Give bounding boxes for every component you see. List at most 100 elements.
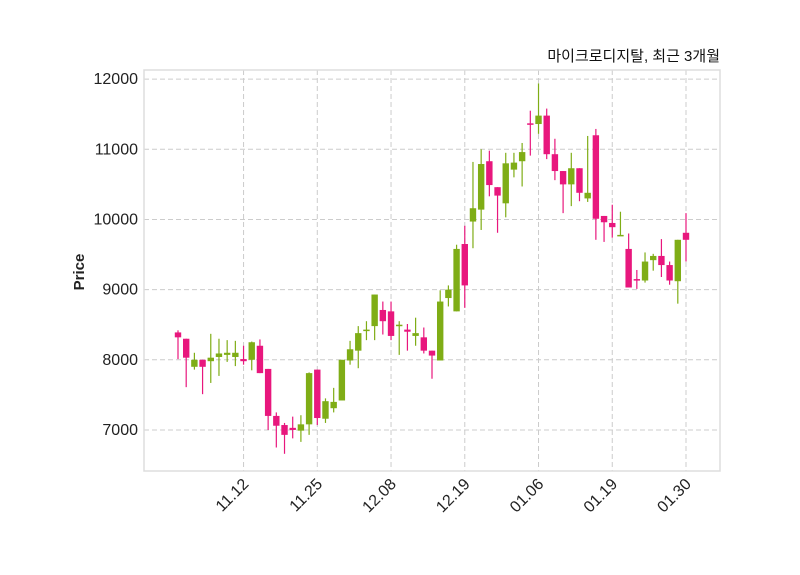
candle-down bbox=[314, 369, 321, 426]
candle-down bbox=[199, 359, 206, 395]
candle-body bbox=[363, 329, 370, 332]
candle-body bbox=[682, 232, 690, 240]
candle-down bbox=[559, 171, 567, 214]
candle-body bbox=[232, 352, 239, 357]
candle-up bbox=[338, 359, 346, 401]
grid bbox=[144, 70, 720, 471]
candle-body bbox=[191, 359, 198, 367]
candle-body bbox=[609, 222, 616, 228]
candle-body bbox=[584, 192, 591, 199]
candle-up bbox=[453, 244, 460, 312]
candle-body bbox=[322, 401, 329, 419]
candle-up bbox=[477, 149, 485, 230]
chart-title: 마이크로디지탈, 최근 3개월 bbox=[547, 48, 720, 65]
candle-body bbox=[576, 168, 583, 193]
candle-down bbox=[461, 225, 468, 308]
candle-body bbox=[199, 359, 206, 367]
candle-up bbox=[650, 253, 657, 271]
y-tick-label: 8000 bbox=[102, 352, 138, 369]
candle-up bbox=[436, 290, 444, 361]
y-tick-label: 7000 bbox=[102, 422, 138, 439]
candle-up bbox=[445, 285, 452, 307]
candle-body bbox=[592, 135, 600, 219]
candle-body bbox=[543, 115, 550, 155]
candle-body bbox=[207, 357, 214, 362]
candle-body bbox=[314, 369, 321, 419]
candle-up bbox=[518, 142, 526, 187]
x-tick-label: 01.30 bbox=[654, 476, 694, 516]
candle-up bbox=[223, 340, 231, 362]
x-tick-label: 11.12 bbox=[213, 476, 253, 516]
candle-up bbox=[674, 239, 682, 304]
candle-down bbox=[379, 301, 387, 335]
candle-down bbox=[404, 324, 411, 351]
candle-down bbox=[666, 261, 673, 285]
candle-body bbox=[248, 342, 255, 360]
x-tick-label: 01.19 bbox=[581, 476, 621, 516]
candles bbox=[174, 83, 690, 454]
candle-down bbox=[551, 138, 559, 181]
candle-down bbox=[182, 338, 190, 388]
candle-body bbox=[297, 424, 305, 431]
candle-body bbox=[305, 373, 313, 425]
candle-down bbox=[527, 110, 534, 156]
candle-down bbox=[633, 269, 641, 289]
x-tick-labels: 11.12 11.25 12.08 12.19 01.06 01.19 01.30 bbox=[213, 476, 695, 516]
candle-body bbox=[486, 161, 493, 186]
candle-up bbox=[305, 372, 313, 435]
candle-body bbox=[289, 427, 296, 430]
candle-body bbox=[453, 248, 460, 312]
x-tick-label: 12.19 bbox=[433, 476, 473, 516]
candle-down bbox=[658, 239, 665, 277]
candle-body bbox=[535, 115, 542, 125]
candle-down bbox=[682, 213, 690, 262]
candle-up bbox=[617, 211, 624, 237]
candle-body bbox=[346, 349, 354, 361]
candle-body bbox=[551, 154, 559, 172]
candle-body bbox=[355, 333, 362, 351]
candle-body bbox=[420, 337, 428, 351]
candle-down bbox=[289, 416, 296, 439]
candle-up bbox=[215, 338, 223, 376]
candle-up bbox=[346, 340, 354, 365]
candle-body bbox=[428, 350, 436, 356]
candle-body bbox=[281, 425, 288, 435]
candle-up bbox=[584, 135, 591, 202]
candle-up bbox=[207, 333, 214, 383]
candle-down bbox=[174, 330, 182, 360]
candle-up bbox=[568, 152, 575, 207]
candle-body bbox=[256, 345, 264, 374]
y-tick-label: 10000 bbox=[94, 211, 139, 228]
candle-body bbox=[461, 244, 468, 286]
candle-down bbox=[486, 150, 493, 197]
candle-up bbox=[232, 340, 239, 367]
candle-body bbox=[477, 164, 485, 210]
candle-body bbox=[494, 187, 501, 196]
candle-body bbox=[412, 333, 419, 336]
candle-body bbox=[666, 265, 673, 281]
candle-up bbox=[355, 326, 362, 369]
candle-up bbox=[322, 398, 329, 423]
candle-down bbox=[428, 350, 436, 379]
candle-body bbox=[568, 168, 575, 185]
candle-up bbox=[641, 252, 649, 283]
candle-up bbox=[248, 341, 255, 371]
y-tick-labels: 7000 8000 9000 10000 11000 12000 bbox=[94, 71, 139, 439]
candle-up bbox=[330, 387, 337, 413]
y-tick-label: 11000 bbox=[95, 141, 138, 158]
candle-body bbox=[182, 338, 190, 358]
candle-body bbox=[273, 415, 280, 426]
candle-body bbox=[264, 368, 272, 416]
candle-down bbox=[494, 187, 501, 233]
candle-body bbox=[518, 152, 526, 162]
candle-down bbox=[600, 215, 608, 242]
candle-body bbox=[469, 208, 477, 222]
candle-up bbox=[371, 294, 378, 341]
x-tick-label: 11.25 bbox=[287, 476, 327, 516]
candle-up bbox=[297, 415, 305, 442]
candle-down bbox=[625, 233, 632, 288]
y-tick-label: 12000 bbox=[94, 71, 139, 88]
candle-up bbox=[191, 352, 198, 370]
candle-up bbox=[363, 321, 370, 341]
